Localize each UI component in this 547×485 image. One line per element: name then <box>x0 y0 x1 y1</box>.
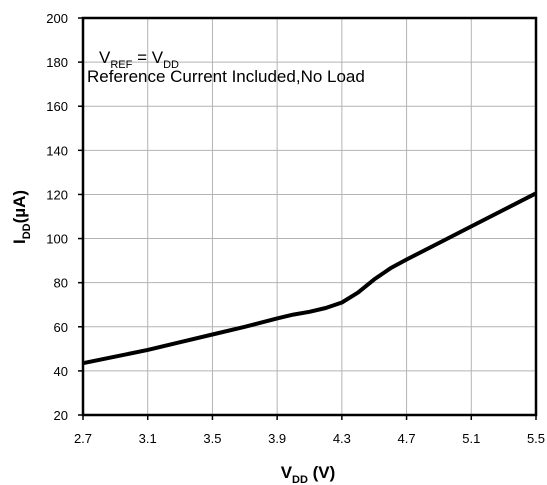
y-axis-title: IDD(µA) <box>10 190 33 244</box>
x-tick-label: 4.7 <box>398 431 416 446</box>
x-tick-label: 3.9 <box>268 431 286 446</box>
y-tick-label: 20 <box>54 408 68 423</box>
x-tick-label: 5.5 <box>527 431 545 446</box>
y-tick-label: 160 <box>46 99 68 114</box>
y-tick-label: 120 <box>46 187 68 202</box>
x-tick-labels: 2.7 3.1 3.5 3.9 4.3 4.7 5.1 5.5 <box>74 415 545 446</box>
x-tick-label: 5.1 <box>462 431 480 446</box>
y-tick-label: 80 <box>54 276 68 291</box>
x-tick-label: 2.7 <box>74 431 92 446</box>
x-tick-label: 3.5 <box>203 431 221 446</box>
x-axis-title: VDD (V) <box>281 463 336 485</box>
annotation-line1: VREF = VDD <box>99 48 179 71</box>
x-tick-label: 4.3 <box>333 431 351 446</box>
y-tick-labels: 20 40 60 80 100 120 140 160 180 200 <box>46 11 83 423</box>
y-tick-label: 200 <box>46 11 68 26</box>
series-line <box>82 191 537 366</box>
y-tick-label: 140 <box>46 143 68 158</box>
x-tick-label: 3.1 <box>139 431 157 446</box>
annotation-line2: Reference Current Included,No Load <box>87 67 365 86</box>
y-tick-label: 100 <box>46 232 68 247</box>
y-tick-label: 40 <box>54 364 68 379</box>
y-tick-label: 60 <box>54 320 68 335</box>
y-tick-label: 180 <box>46 55 68 70</box>
plot-area <box>81 16 538 417</box>
